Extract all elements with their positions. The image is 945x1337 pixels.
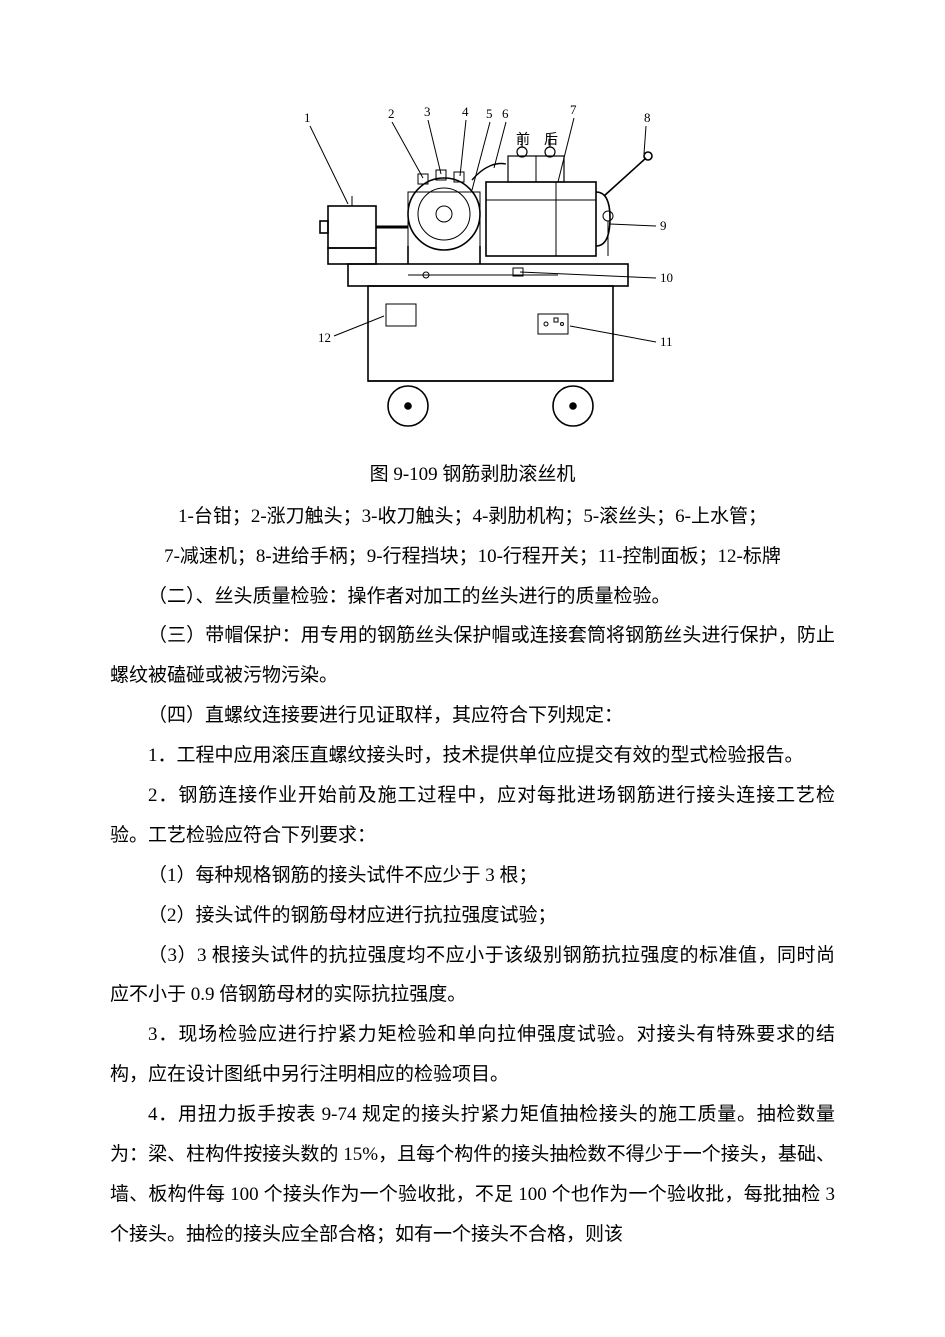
paragraph-2: （二）、丝头质量检验：操作者对加工的丝头进行的质量检验。	[110, 577, 835, 617]
figure-9-109: 前 后	[110, 96, 835, 451]
document-page: 前 后	[0, 0, 945, 1337]
callout-9: 9	[660, 218, 667, 233]
callout-4: 4	[462, 104, 469, 119]
callout-2: 2	[388, 106, 395, 121]
figure-legend-line2: 7-减速机；8-进给手柄；9-行程挡块；10-行程开关；11-控制面板；12-标…	[120, 537, 825, 577]
label-front: 前	[516, 131, 530, 148]
label-back: 后	[544, 132, 558, 148]
paragraph-sub-1: （1）每种规格钢筋的接头试件不应少于 3 根；	[110, 856, 835, 896]
paragraph-sub-2: （2）接头试件的钢筋母材应进行抗拉强度试验；	[110, 896, 835, 936]
paragraph-sub-3: （3）3 根接头试件的抗拉强度均不应小于该级别钢筋抗拉强度的标准值，同时尚应不小…	[110, 936, 835, 1016]
callout-3: 3	[424, 104, 431, 119]
callout-7: 7	[570, 102, 577, 117]
paragraph-item-2: 2．钢筋连接作业开始前及施工过程中，应对每批进场钢筋进行接头连接工艺检验。工艺检…	[110, 776, 835, 856]
paragraph-3: （三）带帽保护：用专用的钢筋丝头保护帽或连接套筒将钢筋丝头进行保护，防止螺纹被磕…	[110, 616, 835, 696]
callout-11: 11	[660, 334, 673, 349]
callout-1: 1	[304, 110, 311, 125]
paragraph-item-1: 1．工程中应用滚压直螺纹接头时，技术提供单位应提交有效的型式检验报告。	[110, 736, 835, 776]
figure-caption: 图 9-109 钢筋剥肋滚丝机	[110, 455, 835, 495]
paragraph-item-3: 3．现场检验应进行拧紧力矩检验和单向拉伸强度试验。对接头有特殊要求的结构，应在设…	[110, 1015, 835, 1095]
callout-8: 8	[644, 110, 651, 125]
callout-5: 5	[486, 106, 493, 121]
figure-legend-line1: 1-台钳；2-涨刀触头；3-收刀触头；4-剥肋机构；5-滚丝头；6-上水管；	[120, 497, 825, 537]
callout-10: 10	[660, 270, 673, 285]
machine-diagram-svg: 前 后	[258, 96, 688, 436]
paragraph-4: （四）直螺纹连接要进行见证取样，其应符合下列规定：	[110, 696, 835, 736]
paragraph-item-4: 4．用扭力扳手按表 9-74 规定的接头拧紧力矩值抽检接头的施工质量。抽检数量为…	[110, 1095, 835, 1255]
callout-12: 12	[318, 330, 331, 345]
callout-6: 6	[502, 106, 509, 121]
